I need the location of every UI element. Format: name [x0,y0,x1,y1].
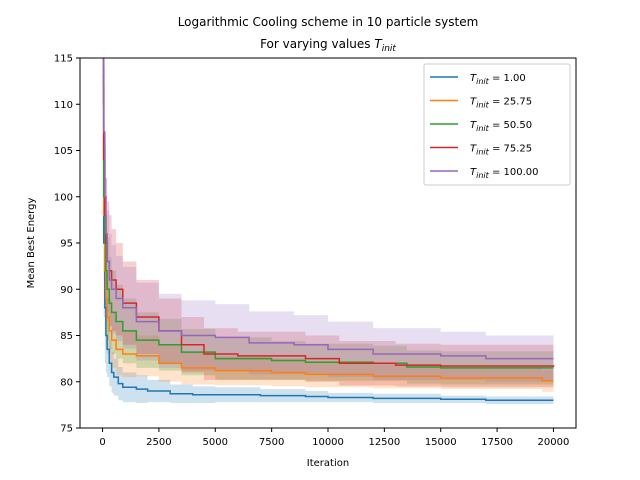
y-tick-label: 80 [60,377,73,388]
chart-title: Logarithmic Cooling scheme in 10 particl… [178,15,479,29]
y-tick-label: 110 [54,100,73,111]
legend-value: = 100.00 [489,167,539,178]
confidence-bands [102,58,554,404]
y-tick-label: 105 [54,146,73,157]
series-line-5 [102,58,554,360]
legend-symbol: T [470,97,477,108]
legend-entry: Tinit = 50.50 [470,120,532,133]
y-tick-label: 100 [54,192,73,203]
y-tick-label: 95 [60,239,73,250]
legend-entry: Tinit = 1.00 [470,73,526,86]
series-lines [102,58,555,402]
x-tick-label: 12500 [368,437,400,448]
series-line-2 [102,75,554,382]
series-line-4 [102,58,555,367]
legend-symbol: T [470,73,477,84]
chart-subtitle-subscript: init [382,44,397,54]
chart-subtitle-prefix: For varying values [260,37,374,51]
legend-value: = 50.50 [489,120,532,131]
chart-subtitle-symbol: T [374,37,383,51]
x-axis-label: Iteration [307,458,349,469]
legend-entry: Tinit = 25.75 [470,97,532,110]
series-band-4 [102,58,554,389]
series-band-3 [102,58,554,385]
legend-box [423,63,571,186]
y-axis: 75 80 85 90 95 100 105 110 115 [54,54,80,435]
legend-subscript: init [476,148,490,157]
x-tick-label: 2500 [146,437,171,448]
legend-value: = 1.00 [489,73,526,84]
chart-subtitle: For varying values Tinit [260,37,396,54]
series-line-1 [102,75,554,402]
x-tick-label: 5000 [203,437,228,448]
y-tick-label: 115 [54,54,73,65]
y-tick-label: 85 [60,331,73,342]
legend-value: = 25.75 [489,97,532,108]
series-band-2 [102,58,554,392]
legend-subscript: init [476,77,490,86]
x-tick-label: 7500 [259,437,284,448]
y-tick-label: 90 [60,285,73,296]
x-axis: 0 2500 5000 7500 10000 12500 15000 17500 20000 [99,428,569,448]
legend-symbol: T [470,167,477,178]
legend-symbol: T [470,120,477,131]
x-tick-label: 0 [99,437,105,448]
legend-subscript: init [476,171,490,180]
y-tick-label: 75 [60,424,73,435]
legend-value: = 75.25 [489,144,532,155]
legend-subscript: init [476,101,490,110]
legend-subscript: init [476,124,490,133]
x-tick-label: 10000 [312,437,344,448]
legend-entry: Tinit = 100.00 [470,167,539,180]
legend-entry: Tinit = 75.25 [470,144,532,157]
legend-symbol: T [470,144,477,155]
x-tick-label: 20000 [538,437,570,448]
x-tick-label: 17500 [481,437,513,448]
y-axis-label: Mean Best Energy [26,198,37,289]
x-tick-label: 15000 [425,437,457,448]
series-band-5 [102,58,554,382]
